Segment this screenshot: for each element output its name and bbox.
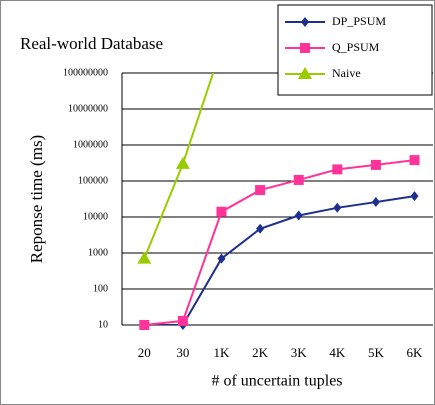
marker bbox=[256, 223, 265, 234]
chart-title: Real-world Database bbox=[20, 34, 163, 53]
x-tick-label: 1K bbox=[214, 345, 231, 360]
series-line bbox=[144, 195, 415, 325]
marker bbox=[300, 43, 310, 53]
marker bbox=[410, 191, 419, 202]
marker bbox=[293, 174, 304, 185]
marker bbox=[301, 17, 309, 27]
x-tick-label: 20 bbox=[138, 345, 151, 360]
y-tick-label: 100000 bbox=[78, 175, 108, 186]
marker bbox=[255, 185, 266, 196]
marker bbox=[177, 315, 188, 326]
y-tick-label: 100 bbox=[93, 283, 108, 294]
marker bbox=[333, 202, 342, 213]
marker bbox=[175, 156, 190, 169]
y-axis-label: Reponse time (ms) bbox=[27, 135, 46, 263]
x-tick-label: 4K bbox=[329, 345, 346, 360]
y-tick-label: 1000000 bbox=[73, 139, 108, 150]
y-tick-label: 10000000 bbox=[68, 103, 108, 114]
marker bbox=[298, 67, 312, 79]
y-tick-label: 10000 bbox=[83, 211, 108, 222]
marker bbox=[371, 197, 380, 208]
marker bbox=[332, 164, 343, 175]
y-tick-label: 1000 bbox=[88, 247, 108, 258]
marker bbox=[217, 253, 226, 264]
x-tick-label: 3K bbox=[291, 345, 308, 360]
series-line bbox=[144, 159, 415, 325]
legend-label: Q_PSUM bbox=[332, 40, 380, 54]
marker bbox=[294, 210, 303, 221]
legend-label: Naive bbox=[332, 66, 361, 80]
y-tick-label: 100000000 bbox=[63, 67, 108, 78]
marker bbox=[139, 320, 150, 330]
x-axis-label: # of uncertain tuples bbox=[211, 373, 342, 390]
x-tick-label: 6K bbox=[407, 345, 424, 360]
legend-label: DP_PSUM bbox=[332, 14, 386, 28]
marker bbox=[370, 159, 381, 170]
marker bbox=[216, 206, 227, 217]
marker bbox=[137, 251, 152, 264]
x-tick-label: 30 bbox=[176, 345, 189, 360]
x-tick-label: 5K bbox=[368, 345, 385, 360]
y-tick-label: 10 bbox=[98, 319, 108, 330]
marker bbox=[409, 155, 420, 166]
x-tick-label: 2K bbox=[252, 345, 269, 360]
